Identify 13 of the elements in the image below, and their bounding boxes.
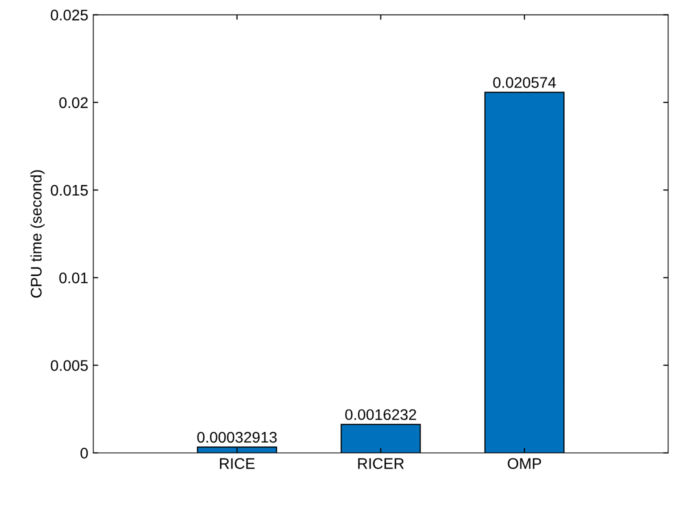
y-axis-title: CPU time (second) xyxy=(30,170,45,298)
y-tick-label: 0.005 xyxy=(50,360,88,371)
x-tick-label: RICER xyxy=(358,458,404,469)
y-tick-label: 0.01 xyxy=(59,272,88,284)
x-tick-label: RICE xyxy=(220,458,255,469)
y-tick-label: 0 xyxy=(80,448,88,459)
data-label: 0.00032913 xyxy=(197,432,277,443)
y-tick-label: 0.025 xyxy=(50,10,88,20)
data-label: 0.0016232 xyxy=(345,409,416,420)
x-tick-label: OMP xyxy=(508,458,542,469)
y-tick-label: 0.02 xyxy=(59,97,88,108)
data-label: 0.020574 xyxy=(493,77,556,88)
y-tick-label: 0.015 xyxy=(50,184,88,196)
